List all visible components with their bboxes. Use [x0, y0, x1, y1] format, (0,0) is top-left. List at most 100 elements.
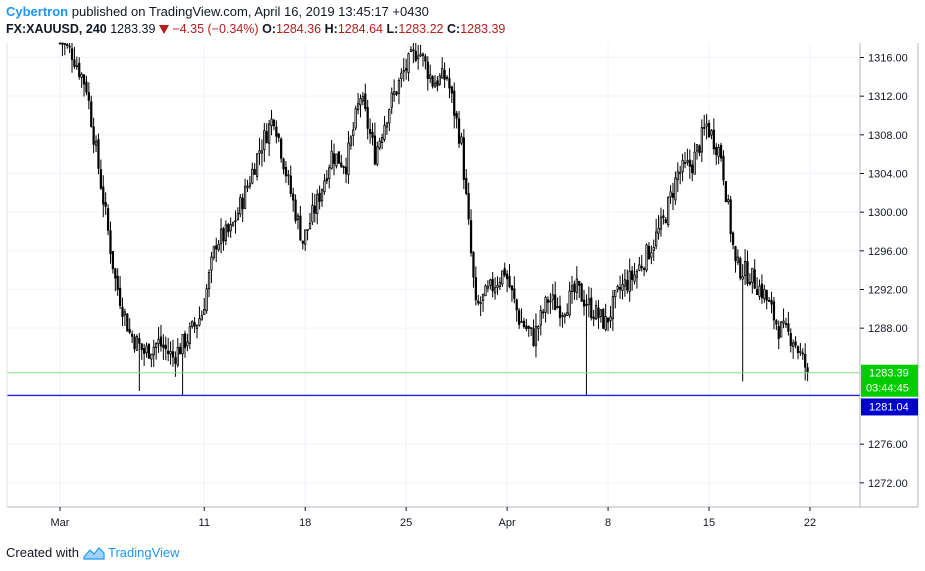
candle-body	[585, 303, 588, 306]
candle-body	[270, 118, 273, 127]
candle-body	[383, 124, 386, 140]
candle-body	[87, 92, 90, 101]
candle-body	[592, 316, 595, 320]
support-price-tag	[861, 398, 918, 416]
author-name[interactable]: Cybertron	[6, 4, 69, 19]
candle-body	[99, 169, 102, 189]
candle-body	[674, 177, 677, 201]
candle-body	[195, 324, 199, 329]
candle-body	[123, 311, 127, 316]
candle-body	[248, 183, 252, 187]
candle-body	[467, 193, 470, 220]
candle-body	[243, 185, 247, 209]
candle-body	[405, 68, 408, 71]
candle-body	[650, 252, 653, 258]
candle-body	[82, 74, 86, 85]
candle-body	[289, 175, 292, 194]
candle-body	[126, 313, 129, 332]
candle-body	[200, 315, 203, 321]
candle-body	[296, 215, 300, 220]
candle-body	[743, 261, 747, 276]
candle-body	[138, 338, 141, 344]
candle-body	[330, 150, 333, 169]
candle-body	[73, 59, 76, 67]
candle-body	[655, 231, 658, 247]
candle-body	[92, 126, 95, 145]
candle-body	[746, 261, 749, 284]
candle-body	[164, 344, 167, 350]
high-label: H:	[324, 22, 338, 36]
candle-body	[306, 229, 309, 231]
candle-body	[159, 336, 163, 347]
tradingview-brand[interactable]: TradingView	[107, 545, 180, 560]
candle-body	[337, 151, 340, 164]
candle-body	[373, 135, 377, 165]
candle-body	[561, 315, 564, 317]
candle-body	[558, 305, 562, 319]
y-tick-label: 1288.00	[868, 323, 908, 335]
candle-body	[424, 56, 427, 62]
y-tick-label: 1272.00	[868, 478, 908, 490]
candle-body	[626, 279, 629, 291]
candle-body	[332, 153, 336, 164]
symbol-label[interactable]: FX:XAUUSD, 240	[6, 22, 107, 36]
candle-body	[280, 138, 283, 159]
candle-body	[301, 240, 304, 244]
candle-body	[681, 159, 684, 173]
candle-body	[227, 224, 230, 233]
candle-body	[532, 328, 535, 346]
candle-body	[198, 318, 201, 326]
candle-body	[472, 252, 475, 278]
candle-body	[203, 309, 206, 315]
candle-body	[349, 136, 352, 146]
candle-body	[106, 208, 110, 231]
candle-body	[260, 150, 264, 154]
high-value: 1284.64	[337, 22, 384, 36]
candle-body	[722, 155, 725, 181]
candle-body	[760, 283, 764, 299]
candle-body	[347, 142, 350, 176]
candle-body	[239, 197, 242, 215]
candle-body	[179, 346, 182, 355]
candle-body	[352, 129, 355, 137]
candle-body	[143, 348, 146, 354]
candle-body	[361, 95, 365, 102]
ohlc-line: FX:XAUUSD, 240 1283.39 −4.35 (−0.34%) O:1…	[6, 22, 906, 40]
candle-body	[604, 316, 607, 330]
candle-body	[618, 287, 622, 290]
candle-body	[258, 150, 261, 154]
candle-body	[640, 266, 643, 269]
candle-body	[385, 122, 389, 128]
candle-body	[792, 342, 795, 347]
chart-header: Cybertron published on TradingView.com, …	[6, 4, 906, 40]
candle-body	[61, 42, 64, 45]
candle-body	[210, 256, 213, 271]
candle-body	[111, 251, 115, 270]
candle-body	[501, 270, 504, 285]
candle-body	[556, 306, 559, 309]
candle-body	[503, 268, 506, 276]
candle-body	[546, 299, 550, 303]
candle-body	[453, 90, 456, 116]
candle-body	[457, 118, 461, 144]
candle-body	[578, 280, 581, 286]
candlestick-series	[58, 42, 809, 396]
candle-body	[777, 326, 780, 339]
candle-body	[294, 199, 297, 221]
candle-body	[724, 181, 727, 203]
candle-body	[765, 290, 768, 301]
candle-body	[527, 326, 530, 329]
candle-body	[308, 222, 312, 229]
candle-body	[575, 278, 578, 293]
price-change: −4.35 (−0.34%)	[172, 22, 259, 36]
candle-body	[712, 129, 715, 150]
candle-body	[443, 69, 446, 80]
x-tick-label: 22	[804, 517, 816, 529]
candle-body	[426, 61, 429, 79]
candle-body	[284, 166, 288, 177]
candle-body	[66, 44, 69, 46]
down-arrow-icon	[159, 25, 170, 34]
tradingview-logo-icon	[83, 546, 105, 560]
candle-body	[554, 294, 557, 311]
price-chart[interactable]: 1316.00 1312.00 1308.00 1304.00 1300.00 1296.…	[0, 0, 925, 540]
